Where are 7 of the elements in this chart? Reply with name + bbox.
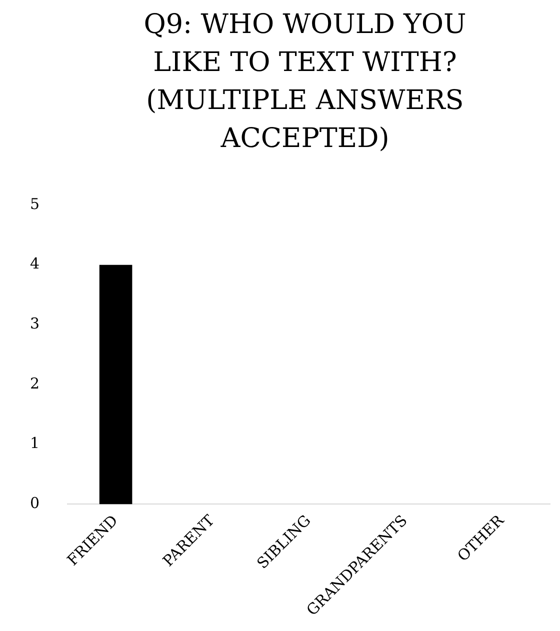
y-tick-label: 4 — [30, 254, 40, 273]
y-tick-label: 0 — [30, 494, 40, 512]
y-tick-label: 1 — [30, 434, 40, 452]
y-tick-label: 2 — [30, 374, 40, 392]
y-tick-label: 3 — [30, 314, 40, 333]
y-tick-label: 5 — [30, 194, 40, 213]
chart-title: Q9: WHO WOULD YOU LIKE TO TEXT WITH? (MULTIPLE ANSWERS ACCEPTED) — [142, 8, 468, 156]
